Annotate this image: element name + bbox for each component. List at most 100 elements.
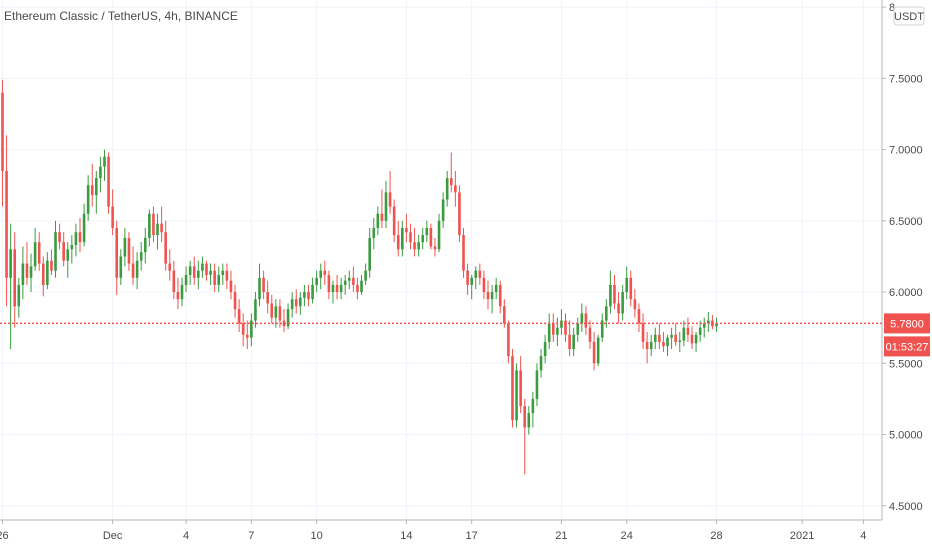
candle <box>143 227 147 264</box>
candle <box>441 192 445 228</box>
y-tick-label: 8 <box>889 2 895 14</box>
candle <box>115 220 119 295</box>
candle <box>41 256 45 297</box>
candle-body <box>335 284 339 293</box>
candle-body <box>519 370 522 407</box>
currency-button[interactable]: USDT <box>893 6 925 26</box>
candle-body <box>572 334 575 350</box>
candle <box>568 320 571 357</box>
candle <box>303 284 306 307</box>
candle <box>678 331 682 352</box>
candle <box>429 223 433 250</box>
candle <box>564 313 567 342</box>
y-tick-label: 6.5000 <box>889 216 923 228</box>
candle-body <box>670 334 673 338</box>
candle <box>311 277 314 304</box>
candle-body <box>17 284 21 307</box>
candle <box>531 391 535 428</box>
candle-body <box>405 227 408 233</box>
candle-body <box>511 356 514 421</box>
currency-label: USDT <box>894 11 924 23</box>
candle <box>535 363 539 407</box>
candle-body <box>152 213 155 236</box>
candle-body <box>201 263 204 271</box>
candle <box>380 189 384 228</box>
candle <box>702 317 706 338</box>
candle-body <box>278 306 282 321</box>
candle-body <box>123 237 127 257</box>
candle-body <box>401 227 404 250</box>
candle <box>315 270 318 293</box>
candle-body <box>372 227 376 238</box>
candle <box>5 135 8 307</box>
candle <box>588 320 592 350</box>
countdown-badge <box>884 336 930 357</box>
candle <box>29 253 33 293</box>
candle-body <box>678 340 682 342</box>
candle-body <box>584 313 588 328</box>
candle <box>13 232 17 328</box>
candle <box>237 299 241 332</box>
candle <box>307 284 310 307</box>
candle-body <box>70 245 74 250</box>
candle-body <box>503 306 506 324</box>
candle-body <box>119 256 123 278</box>
candle <box>17 277 21 318</box>
candle <box>572 327 575 357</box>
candle <box>633 289 637 318</box>
candle-body <box>441 199 445 221</box>
candle-body <box>629 277 633 300</box>
candle <box>9 223 12 350</box>
candle-body <box>225 270 229 281</box>
countdown-label: 01:53:27 <box>886 341 929 353</box>
candle <box>621 284 624 321</box>
x-tick-label: 4 <box>183 530 189 542</box>
candle-body <box>233 292 237 310</box>
candle <box>347 270 351 290</box>
candle <box>299 292 302 315</box>
candle <box>413 227 416 257</box>
candle <box>78 217 82 253</box>
candle-body <box>205 263 208 275</box>
candle <box>629 270 633 307</box>
candle-body <box>433 246 437 250</box>
candle-body <box>380 213 384 221</box>
candle-body <box>384 192 388 221</box>
candle-body <box>523 406 527 428</box>
candle-body <box>564 320 567 335</box>
candle <box>637 303 641 332</box>
candle-body <box>50 260 53 271</box>
candle-body <box>600 320 604 338</box>
candle-body <box>641 323 645 342</box>
candle-body <box>347 277 351 281</box>
candle-body <box>417 242 420 250</box>
candle-body <box>197 270 200 278</box>
candle-body <box>192 266 196 278</box>
candle-body <box>715 323 718 327</box>
candle <box>690 326 694 350</box>
candle <box>368 227 371 278</box>
candle <box>335 274 339 300</box>
candle-body <box>674 334 677 342</box>
candle-body <box>13 249 17 307</box>
candle <box>396 220 400 257</box>
candle <box>507 320 510 364</box>
candle <box>609 270 612 314</box>
candle-body <box>437 220 441 250</box>
candle-body <box>139 252 143 261</box>
candle-body <box>237 309 241 324</box>
candle-body <box>637 309 641 324</box>
candle <box>323 260 327 285</box>
candle-body <box>543 341 547 357</box>
candle <box>58 223 61 250</box>
candle-body <box>486 292 490 300</box>
candle <box>172 260 176 300</box>
candle-body <box>266 292 269 304</box>
candle-body <box>180 284 184 300</box>
candle-body <box>37 242 41 264</box>
candle <box>560 309 563 335</box>
candle-body <box>270 303 274 318</box>
candle <box>449 152 453 193</box>
